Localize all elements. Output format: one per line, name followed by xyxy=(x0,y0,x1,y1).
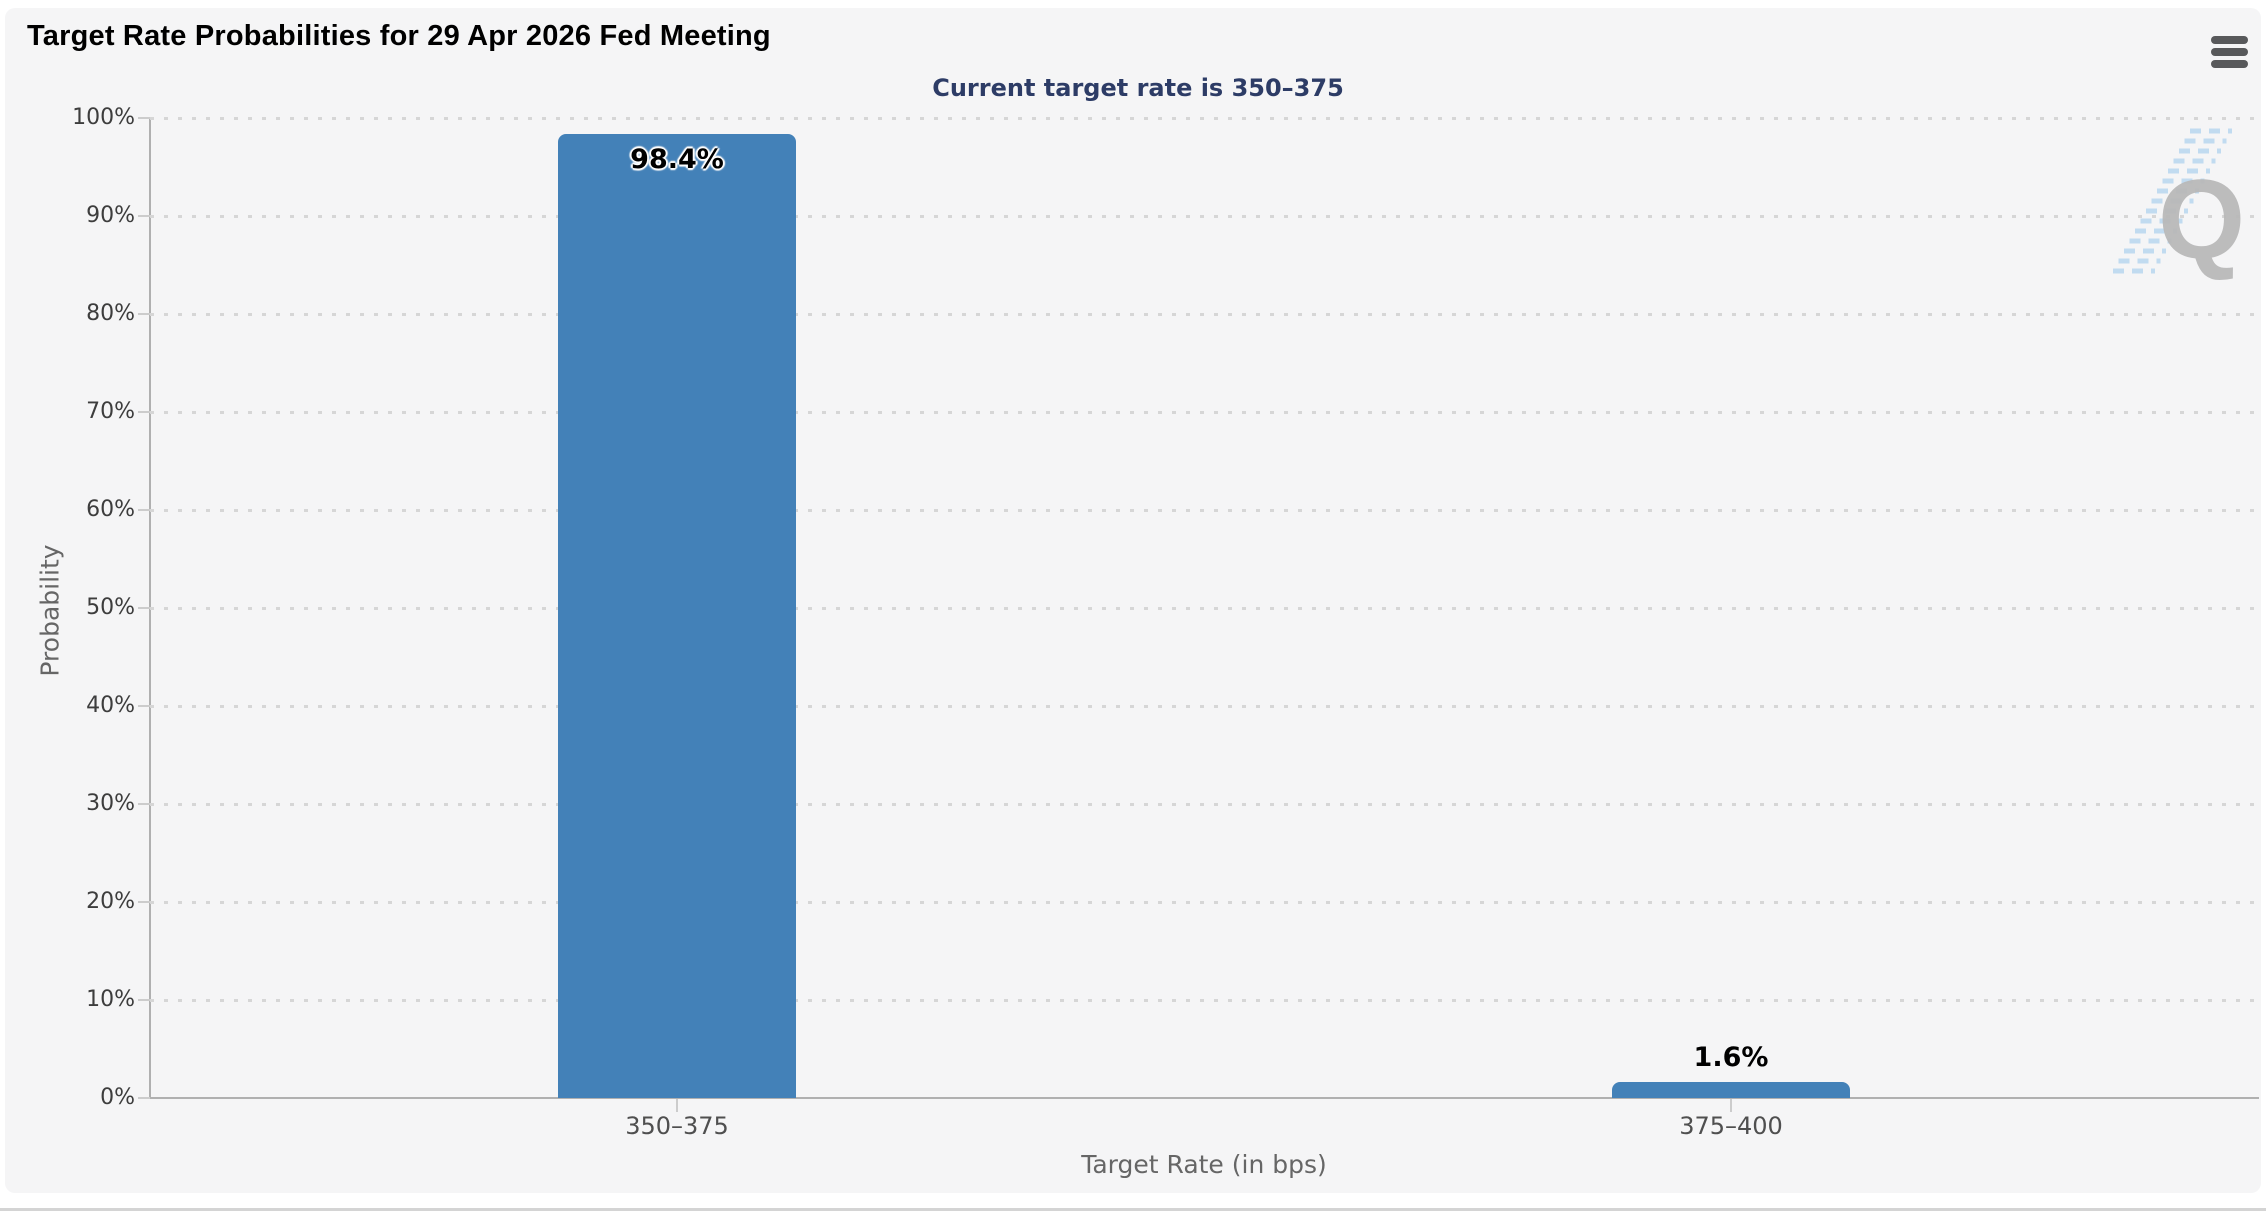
y-tick-label: 10% xyxy=(86,987,135,1012)
y-gridline xyxy=(150,705,2258,708)
y-tick-label: 80% xyxy=(86,301,135,326)
y-tick-label: 30% xyxy=(86,791,135,816)
bar-value-label: 1.6% xyxy=(1693,1042,1769,1073)
chart-title: Target Rate Probabilities for 29 Apr 202… xyxy=(27,20,771,52)
x-tick-mark xyxy=(676,1099,678,1112)
y-tick-mark xyxy=(138,803,150,805)
y-tick-mark xyxy=(138,313,150,315)
y-gridline xyxy=(150,509,2258,512)
hamburger-icon xyxy=(2211,36,2248,44)
y-gridline xyxy=(150,901,2258,904)
bar-375–400[interactable] xyxy=(1612,1082,1850,1098)
y-tick-label: 20% xyxy=(86,889,135,914)
bar-350–375[interactable] xyxy=(558,134,796,1098)
y-tick-mark xyxy=(138,411,150,413)
x-category-label: 375–400 xyxy=(1679,1112,1783,1140)
y-tick-mark xyxy=(138,999,150,1001)
y-tick-label: 60% xyxy=(86,497,135,522)
y-gridline xyxy=(150,313,2258,316)
y-tick-mark xyxy=(138,1097,150,1099)
x-category-label: 350–375 xyxy=(625,1112,729,1140)
y-tick-label: 40% xyxy=(86,693,135,718)
y-gridline xyxy=(150,117,2258,120)
bottom-separator xyxy=(0,1208,2266,1211)
chart-card: Target Rate Probabilities for 29 Apr 202… xyxy=(5,8,2261,1193)
hamburger-icon xyxy=(2211,48,2248,56)
chart-menu-button[interactable] xyxy=(2203,28,2257,76)
watermark-hatch-lines xyxy=(2113,128,2232,274)
bar-value-label: 98.4% xyxy=(630,144,724,175)
y-tick-label: 70% xyxy=(86,399,135,424)
y-gridline xyxy=(150,607,2258,610)
y-tick-label: 0% xyxy=(100,1085,135,1110)
y-gridline xyxy=(150,999,2258,1002)
hamburger-icon xyxy=(2211,60,2248,68)
y-tick-mark xyxy=(138,509,150,511)
x-axis-line xyxy=(149,1097,2259,1099)
x-axis-title: Target Rate (in bps) xyxy=(1081,1150,1327,1179)
y-tick-label: 50% xyxy=(86,595,135,620)
y-tick-mark xyxy=(138,117,150,119)
y-tick-mark xyxy=(138,215,150,217)
y-gridline xyxy=(150,215,2258,218)
y-gridline xyxy=(150,803,2258,806)
y-tick-label: 100% xyxy=(72,105,135,130)
chart-subtitle: Current target rate is 350–375 xyxy=(932,74,1344,102)
y-tick-mark xyxy=(138,607,150,609)
watermark-q-letter: Q xyxy=(2158,157,2245,282)
quikstrike-watermark: Q xyxy=(2113,128,2245,282)
y-tick-mark xyxy=(138,901,150,903)
y-gridline xyxy=(150,411,2258,414)
y-tick-mark xyxy=(138,705,150,707)
y-tick-label: 90% xyxy=(86,203,135,228)
x-tick-mark xyxy=(1730,1099,1732,1112)
